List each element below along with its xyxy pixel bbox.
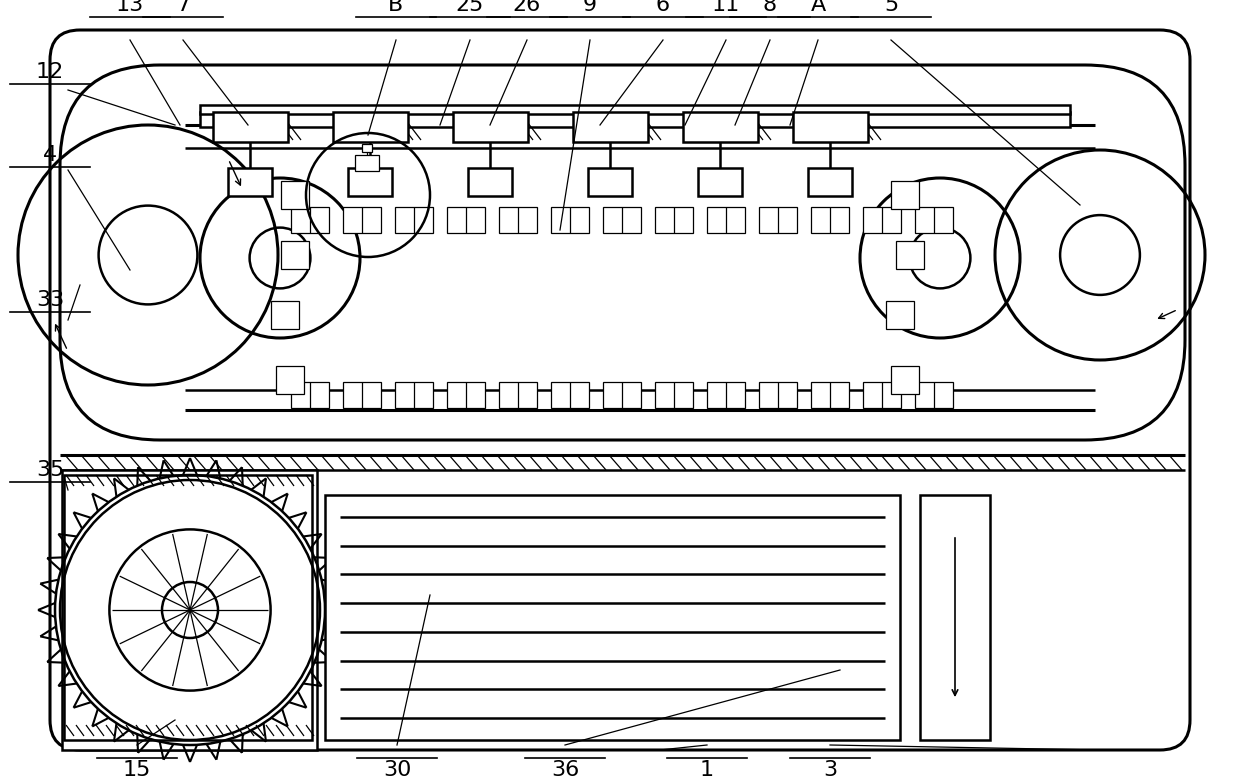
Bar (887, 301, 914, 329)
Text: 33: 33 (36, 290, 64, 310)
Bar (200, 112, 1070, 127)
Bar (446, 382, 485, 408)
Text: 30: 30 (383, 760, 412, 780)
Bar (588, 168, 632, 196)
Bar (655, 207, 693, 233)
Text: 6: 6 (656, 0, 670, 15)
Bar (355, 155, 379, 171)
Bar (334, 112, 408, 142)
Bar (683, 112, 758, 142)
Bar (808, 168, 852, 196)
Text: 1: 1 (699, 760, 714, 780)
Bar (325, 495, 900, 740)
Bar (467, 168, 512, 196)
Bar (863, 382, 901, 408)
Bar (892, 181, 919, 209)
Bar (446, 207, 485, 233)
Text: 7: 7 (176, 0, 190, 15)
Bar (362, 144, 372, 152)
Text: 5: 5 (884, 0, 898, 15)
Text: 35: 35 (36, 460, 64, 480)
Bar (200, 105, 1070, 114)
Text: A: A (811, 0, 826, 15)
Bar (396, 207, 433, 233)
Text: B: B (388, 0, 404, 15)
Bar (811, 207, 849, 233)
Text: 11: 11 (712, 0, 740, 15)
Bar (228, 168, 272, 196)
Bar (277, 366, 304, 394)
Bar (603, 382, 641, 408)
Bar (707, 382, 745, 408)
Bar (291, 207, 329, 233)
Text: 13: 13 (115, 0, 144, 15)
Bar (811, 382, 849, 408)
Bar (64, 475, 312, 740)
Text: 15: 15 (123, 760, 151, 780)
Bar (759, 207, 797, 233)
Bar (707, 207, 745, 233)
Bar (396, 382, 433, 408)
Text: 25: 25 (456, 0, 484, 15)
Bar (343, 382, 381, 408)
Bar (281, 181, 309, 209)
Bar (573, 112, 649, 142)
Bar (291, 382, 329, 408)
Bar (698, 168, 742, 196)
Bar (794, 112, 868, 142)
Bar (920, 495, 990, 740)
Bar (453, 112, 528, 142)
Text: 3: 3 (823, 760, 837, 780)
Bar (915, 207, 954, 233)
Bar (655, 382, 693, 408)
Text: 8: 8 (763, 0, 777, 15)
Bar (897, 241, 924, 269)
FancyBboxPatch shape (60, 65, 1185, 440)
Bar (551, 207, 589, 233)
Text: 12: 12 (36, 62, 64, 82)
Text: 9: 9 (583, 0, 598, 15)
Bar (281, 241, 309, 269)
Bar (213, 112, 288, 142)
Bar (863, 207, 901, 233)
Bar (272, 301, 299, 329)
Bar (498, 207, 537, 233)
Bar (348, 168, 392, 196)
Bar (498, 382, 537, 408)
FancyBboxPatch shape (50, 30, 1190, 750)
Bar (603, 207, 641, 233)
Text: 26: 26 (513, 0, 541, 15)
Bar (892, 366, 919, 394)
Text: 36: 36 (551, 760, 579, 780)
Bar (62, 470, 317, 750)
Bar (759, 382, 797, 408)
Text: 4: 4 (43, 145, 57, 165)
Bar (915, 382, 954, 408)
Bar (343, 207, 381, 233)
Bar (551, 382, 589, 408)
